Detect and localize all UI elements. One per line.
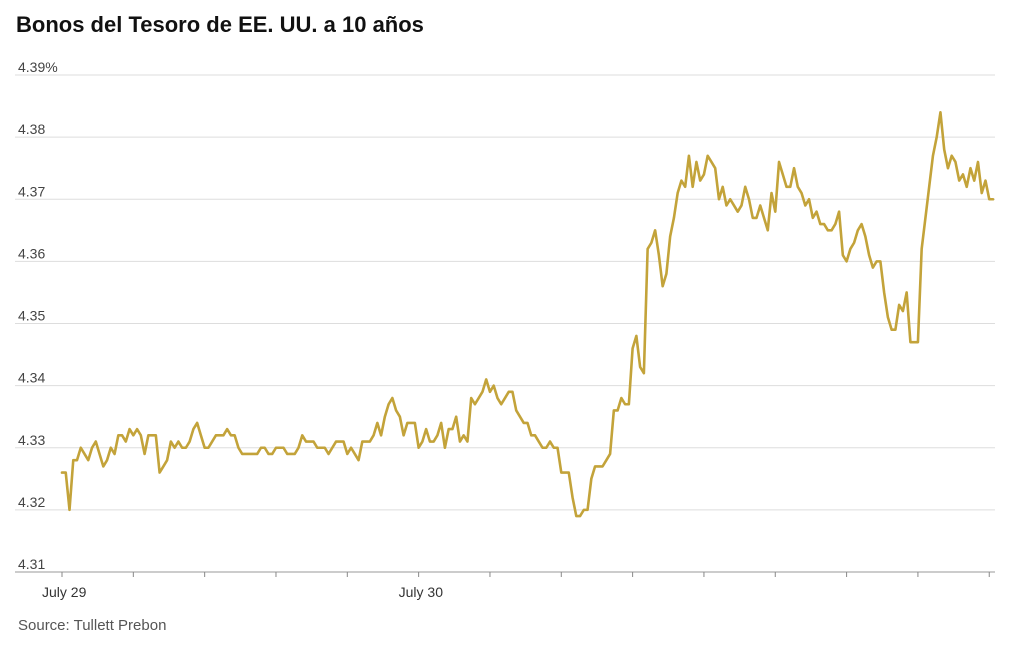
y-tick-label: 4.34	[18, 370, 45, 386]
y-tick-label: 4.39%	[18, 59, 58, 75]
y-tick-label: 4.31	[18, 556, 45, 572]
y-tick-label: 4.36	[18, 245, 45, 261]
y-tick-label: 4.32	[18, 494, 45, 510]
y-tick-label: 4.33	[18, 432, 45, 448]
series-line-10y-yield	[60, 110, 995, 518]
y-tick-label: 4.35	[18, 308, 45, 324]
source-note: Source: Tullett Prebon	[18, 617, 167, 634]
x-tick-label: July 29	[42, 584, 87, 600]
y-tick-label: 4.38	[18, 121, 45, 137]
x-axis: July 29 July 30	[15, 571, 995, 600]
y-axis-labels: 4.31 4.32 4.33 4.34 4.35 4.36 4.37 4.38 4.39%	[18, 59, 58, 572]
x-tick-label: July 30	[399, 584, 444, 600]
series-layer	[60, 110, 995, 518]
y-tick-label: 4.37	[18, 183, 45, 199]
gridlines	[15, 74, 995, 511]
chart-title: Bonos del Tesoro de EE. UU. a 10 años	[16, 12, 424, 37]
